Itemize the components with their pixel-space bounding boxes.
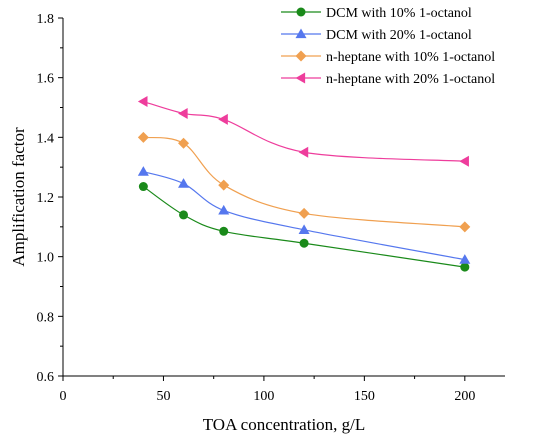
data-point (460, 262, 470, 272)
y-tick-label: 0.8 (37, 310, 55, 325)
data-point (459, 221, 471, 233)
y-tick-label: 1.6 (37, 72, 55, 87)
data-point (218, 113, 228, 125)
x-tick-label: 200 (454, 389, 475, 404)
legend-label: DCM with 20% 1-octanol (326, 28, 472, 43)
data-point (298, 146, 309, 158)
legend-label: n-heptane with 20% 1-octanol (326, 72, 495, 87)
legend-label: n-heptane with 10% 1-octanol (326, 50, 495, 65)
data-point (178, 178, 190, 188)
data-point (179, 210, 189, 220)
y-tick-label: 1.0 (37, 251, 55, 266)
data-point (178, 137, 190, 149)
series-4 (137, 96, 469, 167)
legend-item: n-heptane with 10% 1-octanol (281, 50, 495, 65)
data-point (459, 254, 471, 264)
y-tick-label: 1.2 (37, 191, 55, 206)
data-point (138, 182, 148, 192)
legend-label: DCM with 10% 1-octanol (326, 6, 472, 21)
legend-marker (295, 50, 307, 62)
x-tick-label: 0 (60, 389, 67, 404)
x-tick-label: 150 (354, 389, 375, 404)
data-point (218, 204, 230, 215)
legend: DCM with 10% 1-octanol DCM with 20% 1-oct… (281, 6, 495, 87)
legend-item: DCM with 10% 1-octanol (281, 6, 472, 21)
data-point (137, 131, 149, 143)
data-point (299, 238, 309, 248)
legend-item: DCM with 20% 1-octanol (281, 28, 472, 43)
data-point (459, 155, 469, 167)
data-point (178, 107, 188, 119)
x-axis-ticks: 0 50 100 150 200 (60, 376, 475, 404)
legend-marker (295, 72, 306, 84)
y-tick-label: 1.4 (37, 131, 55, 146)
y-axis-label: Amplification factor (9, 127, 28, 267)
x-axis-label: TOA concentration, g/L (203, 415, 366, 434)
series-2 (137, 166, 471, 264)
data-point (298, 224, 310, 234)
data-point (218, 179, 230, 191)
series-3 (137, 131, 471, 233)
series-1 (138, 182, 470, 272)
legend-marker (295, 28, 307, 39)
data-point (298, 207, 310, 219)
series-line (143, 186, 465, 268)
y-tick-label: 1.8 (37, 12, 55, 27)
legend-item: n-heptane with 20% 1-octanol (281, 72, 495, 87)
series-layer (137, 96, 471, 272)
data-point (137, 166, 149, 176)
series-line (143, 100, 465, 162)
x-tick-label: 50 (156, 389, 170, 404)
data-point (219, 226, 229, 236)
series-line (143, 136, 465, 228)
data-point (137, 96, 148, 108)
y-tick-label: 0.6 (37, 370, 55, 385)
legend-marker (296, 7, 306, 17)
x-tick-label: 100 (253, 389, 274, 404)
y-axis-ticks: 0.6 0.8 1.0 1.2 1.4 1.6 1.8 (37, 12, 63, 385)
series-line (143, 171, 465, 261)
